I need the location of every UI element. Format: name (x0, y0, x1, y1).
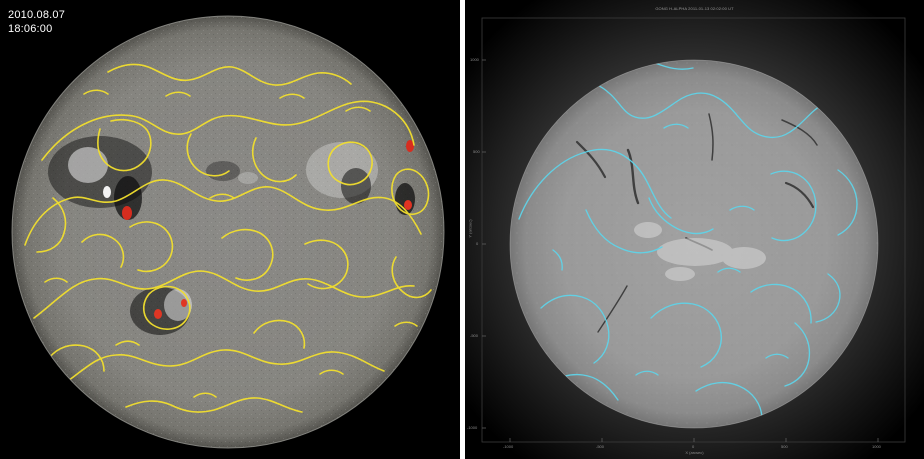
y-tick-label: -1000 (467, 425, 478, 430)
halpha-bright-plage (634, 222, 766, 281)
y-tick-label: 0 (476, 241, 479, 246)
magnetogram-date: 2010.08.07 (8, 9, 66, 21)
magnetogram-panel: 2010.08.07 18:06:00 (0, 0, 460, 459)
x-axis-label: X (arcsec) (685, 450, 704, 455)
x-tick-label: 0 (692, 444, 695, 449)
halpha-plot-title: GONG H-ALPHA 2011-01-13 02:02:00 UT (655, 6, 734, 11)
halpha-plot-graphic (465, 0, 924, 459)
y-tick-label: -500 (470, 333, 479, 338)
x-tick-label: -500 (596, 444, 605, 449)
halpha-axis-ticks (482, 59, 879, 442)
x-tick-label: 500 (781, 444, 788, 449)
y-tick-label: 1000 (470, 57, 479, 62)
halpha-panel: GONG H-ALPHA 2011-01-13 02:02:00 UT -100… (465, 0, 924, 459)
y-axis-label: Y (arcsec) (467, 219, 473, 238)
x-tick-label: 1000 (872, 444, 881, 449)
magnetogram-time: 18:06:00 (8, 23, 53, 35)
halpha-plot-frame (481, 17, 906, 443)
halpha-filaments (575, 113, 818, 333)
magnetogram-active-regions (48, 136, 415, 335)
magnetogram-disk-graphic (11, 15, 445, 449)
y-tick-label: 500 (473, 149, 480, 154)
x-tick-label: -1000 (503, 444, 514, 449)
magnetogram-timestamp: 2010.08.07 18:06:00 (8, 8, 65, 36)
magnetogram-yellow-contours (24, 63, 432, 413)
